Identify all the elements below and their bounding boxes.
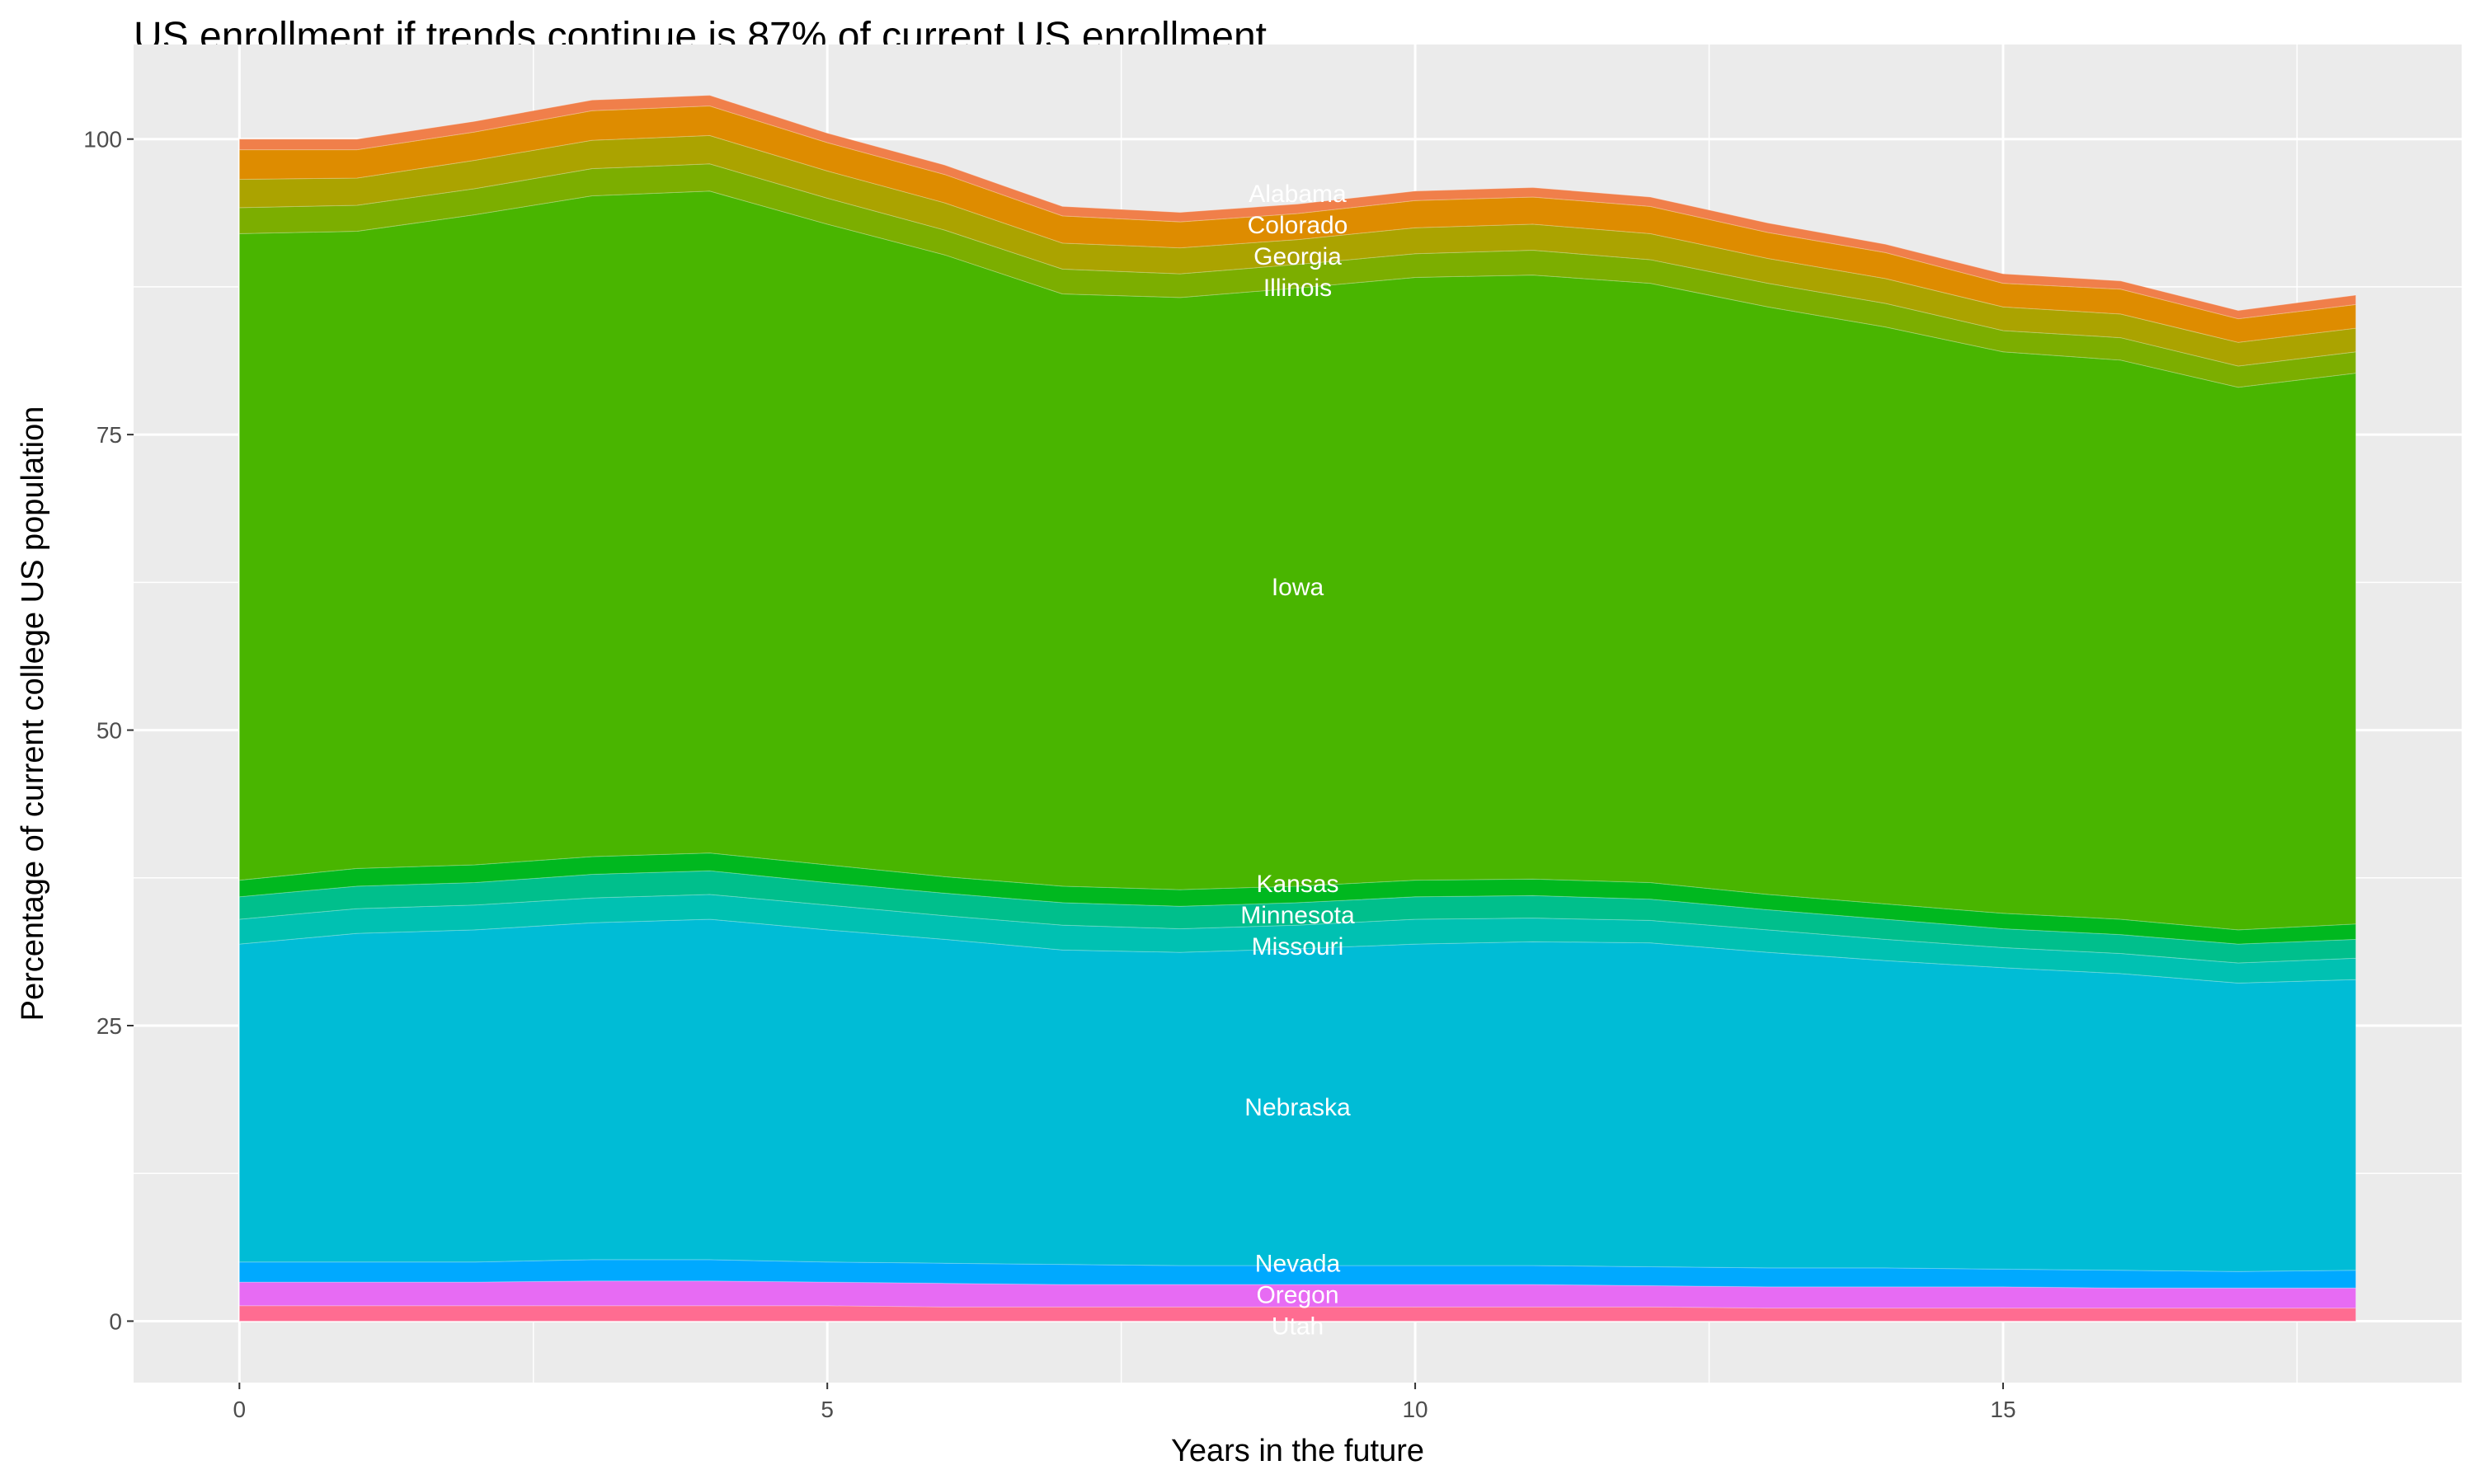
area-kansas [238, 852, 2357, 945]
y-axis-title: Percentage of current college US populat… [16, 406, 50, 1021]
area-oregon [238, 1280, 2357, 1309]
area-label-oregon: Oregon [1256, 1282, 1338, 1309]
area-illinois [238, 163, 2357, 388]
area-label-alabama: Alabama [1249, 181, 1347, 208]
area-nebraska [238, 918, 2357, 1272]
area-label-minnesota: Minnesota [1240, 902, 1355, 929]
area-iowa [238, 190, 2357, 931]
area-label-iowa: Iowa [1272, 574, 1324, 601]
x-tick-label: 15 [1990, 1397, 2015, 1422]
x-tick-label: 5 [821, 1397, 834, 1422]
area-label-missouri: Missouri [1252, 933, 1344, 960]
y-tick-label: 75 [96, 422, 122, 448]
y-tick-label: 100 [83, 127, 122, 153]
area-minnesota [238, 870, 2357, 964]
area-label-georgia: Georgia [1253, 243, 1342, 270]
area-labels: Alabama Colorado Georgia Illinois Iowa Kansas… [1240, 181, 1355, 1340]
areas [238, 95, 2357, 1322]
y-tick-label: 25 [96, 1013, 122, 1039]
area-label-illinois: Illinois [1263, 275, 1332, 302]
area-label-nebraska: Nebraska [1244, 1094, 1351, 1121]
area-label-kansas: Kansas [1256, 871, 1338, 898]
axis-ticks: 0 5 10 15 0 25 50 75 100 [83, 127, 2015, 1422]
area-label-utah: Utah [1272, 1313, 1324, 1341]
area-alabama [238, 95, 2357, 320]
y-tick-label: 0 [109, 1308, 122, 1334]
area-nevada [238, 1259, 2357, 1289]
y-tick-label: 50 [96, 718, 122, 744]
area-label-nevada: Nevada [1255, 1251, 1341, 1278]
x-tick-label: 0 [233, 1397, 247, 1422]
area-georgia [238, 134, 2357, 367]
area-label-colorado: Colorado [1248, 212, 1348, 239]
area-colorado [238, 106, 2357, 343]
x-axis-title: Years in the future [1171, 1434, 1424, 1468]
x-tick-label: 10 [1402, 1397, 1427, 1422]
